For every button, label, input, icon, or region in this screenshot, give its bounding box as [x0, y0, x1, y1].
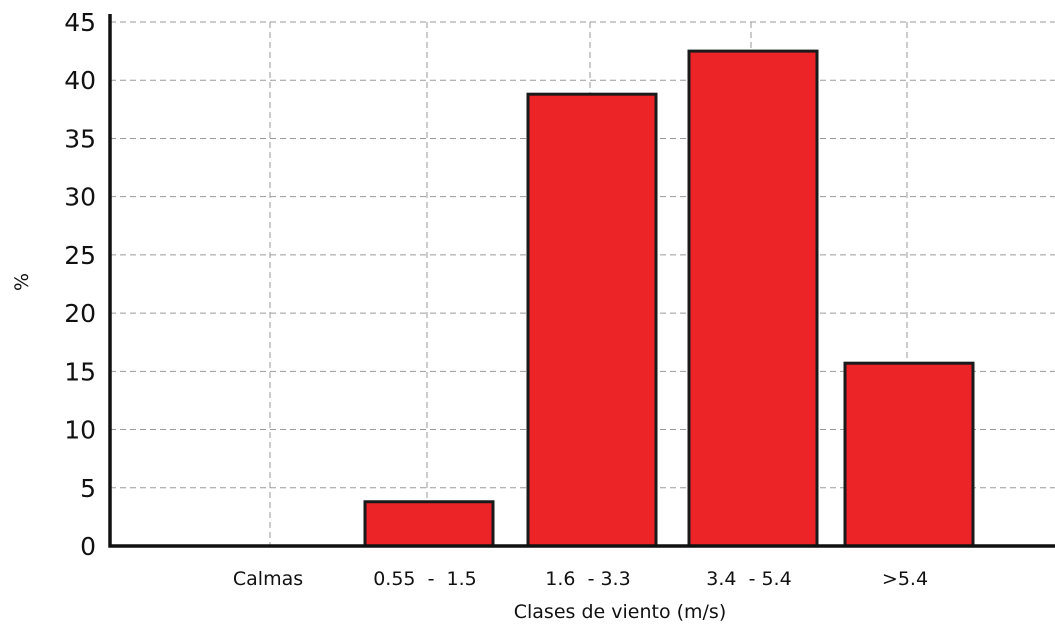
x-tick-label: 3.4 - 5.4 — [706, 568, 791, 590]
y-tick-label: 45 — [64, 8, 96, 37]
bar — [526, 92, 658, 548]
y-tick-label: 10 — [64, 416, 96, 445]
y-tick-label: 20 — [64, 299, 96, 328]
x-tick-label: 0.55 - 1.5 — [373, 568, 477, 590]
y-axis-title: % — [11, 273, 33, 291]
x-tick-labels: Calmas 0.55 - 1.5 1.6 - 3.3 3.4 - 5.4 >5.4 — [233, 568, 928, 590]
y-tick-label: 35 — [64, 124, 96, 153]
y-tick-label: 0 — [80, 532, 96, 561]
bars — [363, 49, 975, 548]
bar — [687, 49, 819, 548]
x-tick-label: Calmas — [233, 568, 303, 590]
y-tick-label: 15 — [64, 357, 96, 386]
bar — [363, 500, 495, 548]
y-tick-label: 25 — [64, 241, 96, 270]
y-tick-label: 5 — [80, 474, 96, 503]
x-tick-label: >5.4 — [882, 568, 928, 590]
axes — [108, 14, 1055, 548]
y-tick-label: 30 — [64, 183, 96, 212]
y-tick-labels: 0 5 10 15 20 25 30 35 40 45 — [64, 8, 96, 561]
x-tick-label: 1.6 - 3.3 — [545, 568, 630, 590]
bar — [843, 361, 975, 548]
y-tick-label: 40 — [64, 66, 96, 95]
x-axis-title: Clases de viento (m/s) — [514, 601, 727, 623]
